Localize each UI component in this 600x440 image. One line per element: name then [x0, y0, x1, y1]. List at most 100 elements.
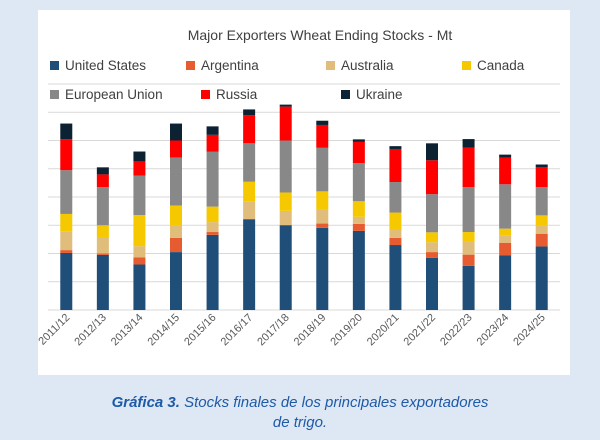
bar-segment — [96, 225, 109, 238]
bar-segment — [243, 143, 256, 182]
bar-segment — [206, 206, 219, 223]
bar-segment — [133, 151, 146, 162]
bar-segment — [316, 209, 329, 224]
bar-segment — [426, 160, 438, 195]
legend-label: Ukraine — [356, 87, 403, 102]
bar-segment — [389, 245, 402, 310]
bar-segment — [462, 254, 475, 266]
bar-segment — [389, 146, 402, 149]
bar-segment — [316, 223, 329, 228]
x-tick-label: 2023/24 — [475, 312, 512, 349]
bar-segment — [352, 230, 365, 310]
bar-segment — [243, 181, 256, 202]
caption-label: Gráfica 3. — [111, 394, 180, 411]
bar-segment — [316, 124, 329, 148]
legend-label: Russia — [216, 87, 258, 102]
figure-caption: Gráfica 3. Stocks finales de los princip… — [0, 393, 600, 433]
x-axis-ticks: 2011/12 2012/13 2013/14 2014/15 2015/16 2016/… — [38, 312, 548, 349]
legend-swatch — [201, 90, 210, 99]
bar-segment — [389, 237, 402, 246]
bar-segment — [170, 205, 182, 226]
x-tick-label: 2018/19 — [292, 312, 329, 349]
x-tick-label: 2021/22 — [402, 312, 439, 349]
bar-segment — [535, 233, 548, 247]
x-tick-label: 2012/13 — [72, 312, 109, 349]
bar-segment — [96, 237, 109, 254]
bar-segment — [316, 147, 329, 192]
bar-segment — [462, 241, 475, 255]
bar-segment — [206, 151, 219, 207]
bar-segment — [389, 182, 402, 213]
bar-segment — [243, 201, 256, 219]
bar-segment — [499, 184, 512, 229]
x-tick-label: 2014/15 — [146, 312, 183, 349]
bar-segment — [316, 120, 329, 125]
legend-label: Argentina — [201, 58, 259, 73]
x-tick-label: 2019/20 — [328, 312, 365, 349]
bar-segment — [426, 242, 438, 253]
bar-segment — [499, 255, 512, 310]
bar-segment — [206, 126, 219, 135]
bar-segment — [535, 164, 548, 168]
bar-segment — [206, 222, 219, 233]
bar-segment — [499, 235, 512, 243]
bar-segment — [316, 227, 329, 310]
bar-segment — [352, 163, 365, 202]
bar-segment — [60, 250, 73, 253]
bar-segment — [535, 246, 548, 310]
x-tick-label: 2011/12 — [38, 312, 72, 348]
bars — [60, 104, 548, 310]
bar-segment — [462, 147, 475, 188]
bar-segment — [96, 254, 109, 310]
bar-segment — [60, 213, 73, 232]
x-tick-label: 2015/16 — [182, 312, 219, 349]
legend-swatch — [50, 90, 59, 99]
bar-segment — [243, 115, 256, 144]
legend-swatch — [462, 61, 471, 70]
bar-segment — [206, 232, 219, 235]
x-tick-label: 2016/17 — [219, 312, 256, 349]
bar-segment — [426, 194, 438, 233]
bar-segment — [352, 139, 365, 142]
bar-segment — [499, 154, 512, 158]
bar-segment — [170, 140, 182, 158]
x-tick-label: 2017/18 — [255, 312, 292, 349]
legend-swatch — [50, 61, 59, 70]
bar-segment — [279, 104, 292, 107]
legend-label: Australia — [341, 58, 394, 73]
bar-segment — [426, 143, 438, 161]
legend-label: European Union — [65, 87, 163, 102]
caption-text-line1: Stocks finales de los principales export… — [179, 394, 489, 411]
bar-segment — [389, 212, 402, 230]
bar-segment — [60, 252, 73, 310]
bar-segment — [60, 139, 73, 171]
legend-swatch — [326, 61, 335, 70]
bar-segment — [133, 215, 146, 247]
bar-segment — [243, 109, 256, 116]
bar-segment — [170, 237, 182, 253]
bar-segment — [133, 246, 146, 258]
bar-segment — [426, 252, 438, 258]
bar-segment — [170, 252, 182, 310]
bar-segment — [133, 264, 146, 310]
bar-segment — [352, 216, 365, 224]
stacked-bar-chart: Major Exporters Wheat Ending Stocks - Mt… — [38, 27, 560, 349]
chart-title: Major Exporters Wheat Ending Stocks - Mt — [188, 27, 453, 43]
x-tick-label: 2013/14 — [109, 312, 146, 349]
bar-segment — [352, 201, 365, 217]
bar-segment — [426, 232, 438, 243]
bar-segment — [499, 242, 512, 256]
bar-segment — [279, 140, 292, 193]
bar-segment — [535, 225, 548, 234]
caption-text-line2: de trigo. — [272, 414, 328, 431]
bar-segment — [133, 175, 146, 216]
bar-segment — [352, 223, 365, 231]
bar-segment — [389, 229, 402, 238]
bar-segment — [279, 225, 292, 310]
bar-segment — [60, 231, 73, 251]
bar-segment — [133, 161, 146, 176]
bar-segment — [535, 167, 548, 188]
bar-segment — [133, 257, 146, 265]
bar-segment — [96, 167, 109, 175]
bar-segment — [535, 187, 548, 216]
